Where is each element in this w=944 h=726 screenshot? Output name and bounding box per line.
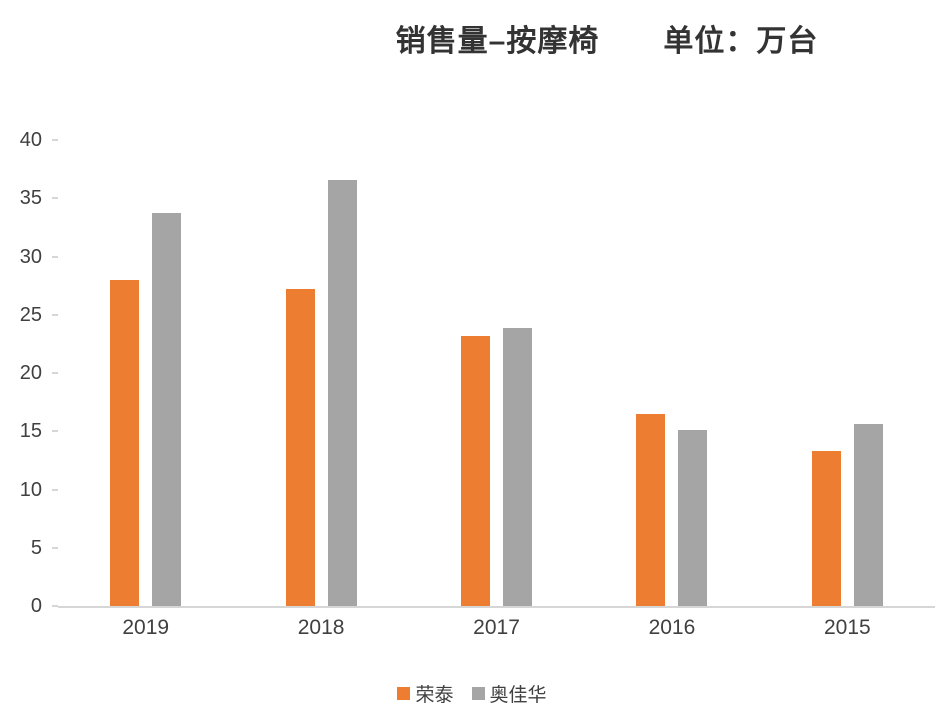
chart-unit-text: 单位：万台 [663, 25, 819, 58]
legend-item-rongtai: 荣泰 [397, 680, 454, 707]
bar-奥佳华-2016 [678, 430, 708, 606]
bar-荣泰-2017 [461, 335, 491, 606]
y-axis-tick [52, 546, 58, 549]
x-axis-label: 2017 [473, 616, 520, 639]
legend-label-aojiahua: 奥佳华 [489, 685, 547, 706]
bar-group-2017 [409, 140, 584, 606]
bar-荣泰-2018 [285, 289, 315, 606]
plot-area [58, 140, 935, 608]
y-axis-label: 20 [19, 362, 42, 384]
y-axis-label: 40 [19, 129, 42, 151]
chart-title-text: 销售量–按摩椅 [395, 25, 600, 58]
y-axis-tick [52, 372, 58, 374]
y-axis-label: 15 [19, 420, 42, 443]
bar-group-2018 [233, 140, 408, 606]
y-axis-label: 30 [19, 245, 42, 268]
bar-group-2016 [584, 140, 759, 606]
y-axis-label: 5 [30, 536, 42, 559]
chart-title: 销售量–按摩椅 单位：万台 [0, 16, 944, 60]
y-axis-label: 10 [19, 478, 42, 501]
x-axis-label: 2019 [122, 616, 170, 639]
bar-group-2019 [58, 140, 233, 606]
x-axis-label: 2015 [823, 616, 871, 639]
y-axis: 0 5 10 15 20 25 30 35 40 [8, 130, 48, 616]
bar-奥佳华-2015 [853, 424, 883, 606]
bar-奥佳华-2019 [152, 213, 182, 606]
y-axis-tick [52, 255, 58, 258]
legend: 荣泰 奥佳华 [0, 680, 944, 707]
y-axis-tick [52, 488, 58, 491]
bar-荣泰-2016 [636, 413, 666, 606]
y-axis-tick [52, 313, 58, 316]
bar-荣泰-2015 [811, 451, 841, 606]
bar-group-2015 [760, 140, 935, 606]
bar-荣泰-2019 [110, 279, 140, 606]
bar-奥佳华-2018 [327, 179, 357, 606]
legend-swatch-aojiahua [471, 687, 485, 700]
y-axis-tick [52, 197, 58, 200]
y-axis-tick [52, 139, 58, 141]
x-axis-label: 2018 [297, 616, 345, 639]
y-axis-label: 0 [30, 595, 42, 617]
y-axis-label: 35 [19, 187, 42, 210]
y-axis-ticks [52, 139, 58, 607]
x-axis: 2019 2018 2017 2016 2015 [58, 616, 935, 640]
y-axis-tick [52, 430, 58, 433]
x-axis-label: 2016 [648, 616, 696, 639]
legend-label-rongtai: 荣泰 [415, 685, 454, 706]
legend-swatch-rongtai [397, 687, 411, 700]
legend-item-aojiahua: 奥佳华 [471, 680, 547, 707]
y-axis-label: 25 [19, 303, 42, 326]
bar-奥佳华-2017 [503, 327, 533, 606]
y-axis-tick [52, 605, 58, 607]
